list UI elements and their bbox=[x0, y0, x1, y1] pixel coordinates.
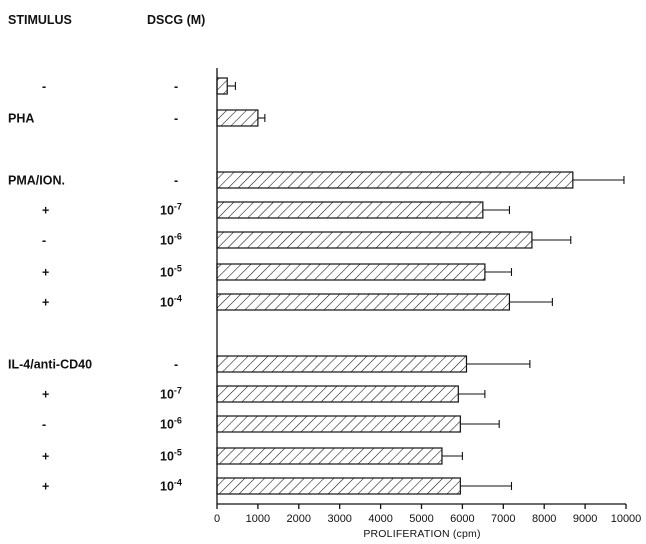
bar bbox=[216, 77, 228, 95]
stimulus-label: + bbox=[42, 296, 49, 310]
bar bbox=[216, 171, 574, 189]
x-axis-title: PROLIFERATION (cpm) bbox=[363, 528, 480, 540]
bar bbox=[216, 293, 511, 311]
bar bbox=[216, 263, 486, 281]
stimulus-label: - bbox=[42, 80, 46, 94]
stimulus-label: PMA/ION. bbox=[8, 174, 65, 188]
x-axis: 0 1000 2000 3000 4000 5000 6000 7000 8000 9000 100… bbox=[214, 68, 641, 525]
dscg-label: 10-7 bbox=[160, 202, 182, 218]
dscg-label: - bbox=[174, 358, 178, 372]
x-tick-label: 2000 bbox=[287, 513, 311, 525]
dscg-label: 10-6 bbox=[160, 232, 182, 248]
x-tick-label: 3000 bbox=[327, 513, 351, 525]
x-tick-label: 10000 bbox=[611, 513, 642, 525]
stimulus-label: PHA bbox=[8, 112, 34, 126]
dscg-label: 10-4 bbox=[160, 478, 182, 494]
dscg-label: 10-7 bbox=[160, 386, 182, 402]
x-tick-label: 1000 bbox=[246, 513, 270, 525]
row-labels: - - PHA - PMA/ION. - + 10-7 - 10-6 + 10-5 + 10-4 IL-4/… bbox=[8, 80, 182, 494]
x-tick-label: 5000 bbox=[409, 513, 433, 525]
bar bbox=[216, 231, 533, 249]
dscg-label: - bbox=[174, 174, 178, 188]
x-tick-label: 4000 bbox=[368, 513, 392, 525]
stimulus-label: + bbox=[42, 480, 49, 494]
bar-series bbox=[216, 77, 625, 495]
stimulus-header: STIMULUS bbox=[8, 13, 72, 27]
x-tick-label: 9000 bbox=[573, 513, 597, 525]
dscg-header: DSCG (M) bbox=[147, 13, 205, 27]
dscg-label: - bbox=[174, 80, 178, 94]
stimulus-label: - bbox=[42, 234, 46, 248]
bar bbox=[216, 109, 259, 127]
stimulus-label: IL-4/anti-CD40 bbox=[8, 358, 92, 372]
x-tick-label: 8000 bbox=[532, 513, 556, 525]
dscg-label: - bbox=[174, 112, 178, 126]
stimulus-label: - bbox=[42, 418, 46, 432]
dscg-label: 10-4 bbox=[160, 294, 182, 310]
x-tick-label: 6000 bbox=[450, 513, 474, 525]
bar bbox=[216, 415, 461, 433]
stimulus-label: + bbox=[42, 266, 49, 280]
bar bbox=[216, 477, 461, 495]
stimulus-label: + bbox=[42, 450, 49, 464]
dscg-label: 10-6 bbox=[160, 416, 182, 432]
dscg-label: 10-5 bbox=[160, 448, 182, 464]
stimulus-label: + bbox=[42, 388, 49, 402]
bar bbox=[216, 447, 443, 465]
bar bbox=[216, 355, 468, 373]
stimulus-label: + bbox=[42, 204, 49, 218]
dscg-label: 10-5 bbox=[160, 264, 182, 280]
x-tick-label: 7000 bbox=[491, 513, 515, 525]
bar bbox=[216, 385, 459, 403]
bar bbox=[216, 201, 484, 219]
x-tick-label: 0 bbox=[214, 513, 220, 525]
